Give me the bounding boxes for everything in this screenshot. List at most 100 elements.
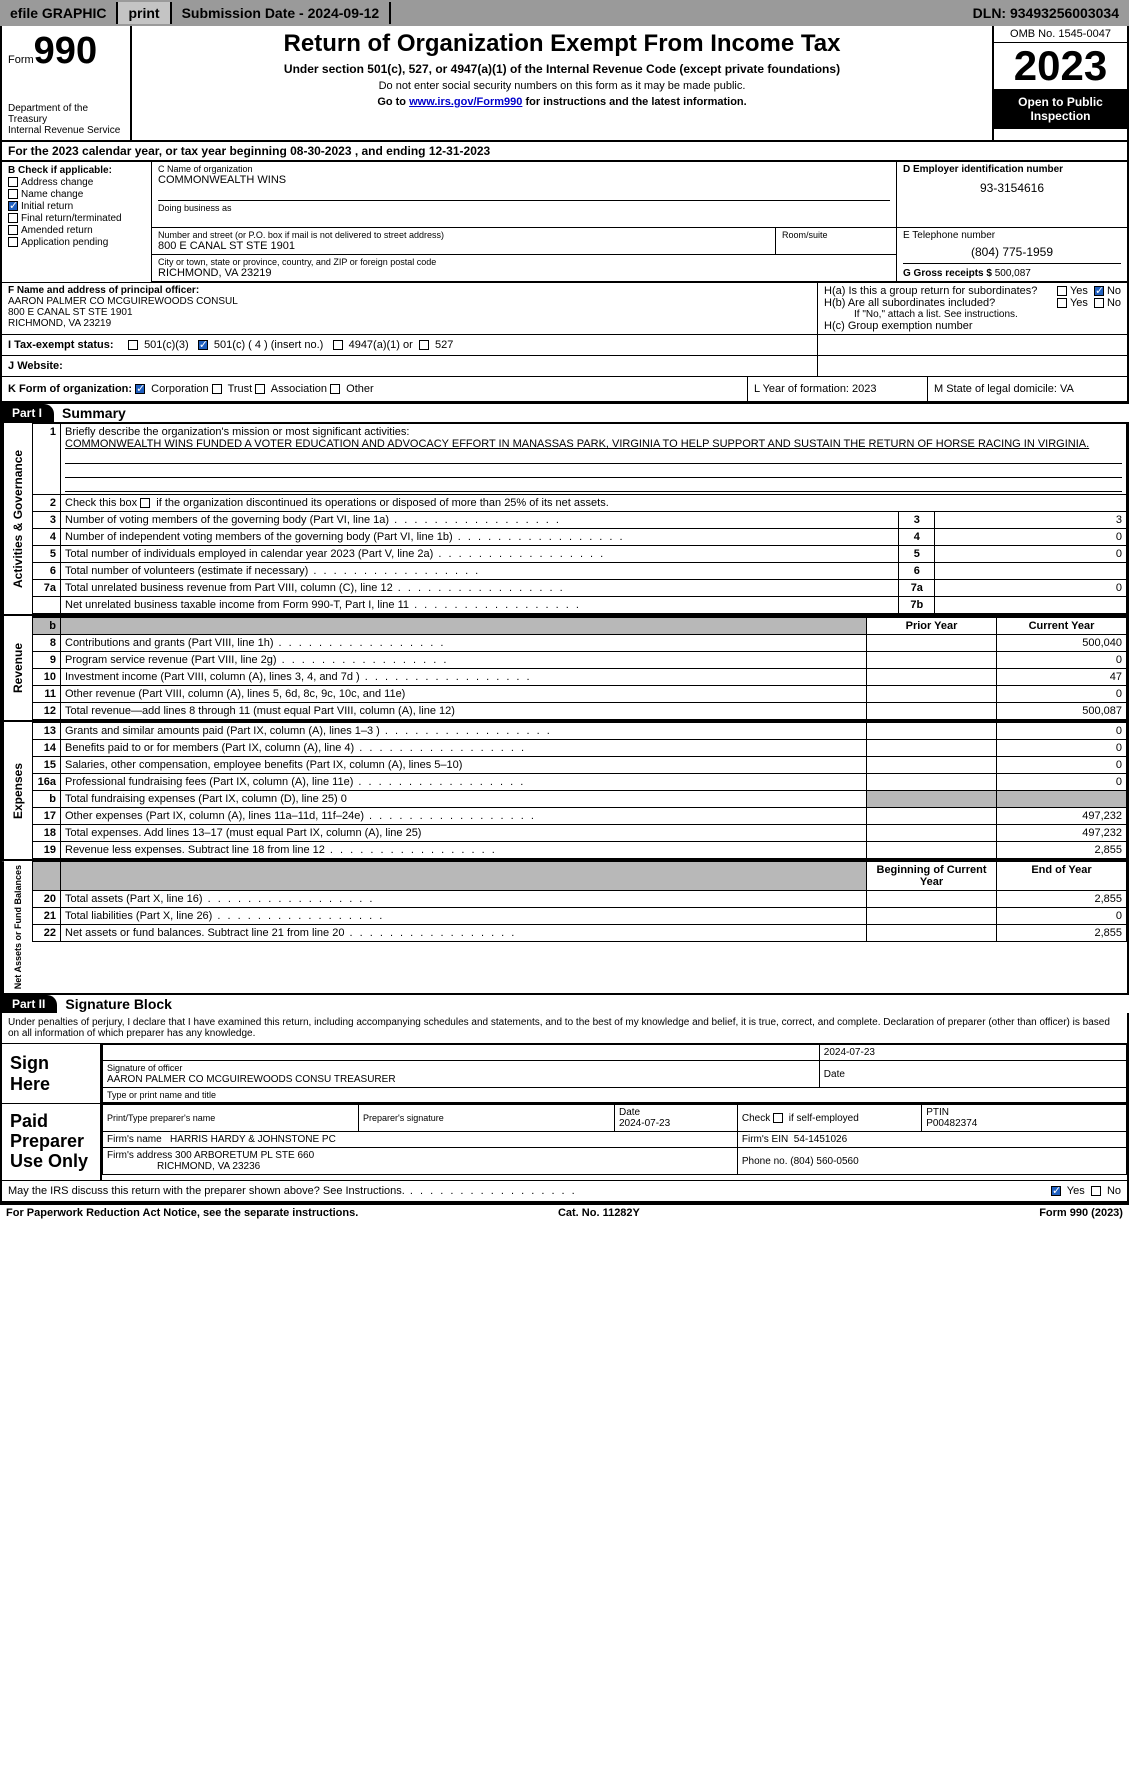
year-formation: L Year of formation: 2023 [747,377,927,401]
print-button[interactable]: print [118,2,171,24]
firm-phone: (804) 560-0560 [790,1156,858,1167]
side-governance: Activities & Governance [2,423,32,614]
line13-val: 0 [997,723,1127,740]
cb-app-pending[interactable]: Application pending [8,237,145,248]
cb-4947[interactable] [333,340,343,350]
ptin-value: P00482374 [926,1118,977,1129]
hc-label: H(c) Group exemption number [824,320,1121,332]
line20-label: Total assets (Part X, line 16) [61,891,867,908]
line17-val: 497,232 [997,808,1127,825]
line11-label: Other revenue (Part VIII, column (A), li… [61,686,867,703]
receipts-value: 500,087 [995,268,1031,279]
footer-form: Form 990 (2023) [1039,1207,1123,1219]
preparer-sig-label: Preparer's signature [363,1113,444,1123]
line16b-label: Total fundraising expenses (Part IX, col… [61,791,867,808]
mission-cell: Briefly describe the organization's miss… [61,424,1127,495]
line5-val: 0 [935,546,1127,563]
website-row: J Website: [0,356,1129,377]
cb-initial-return[interactable]: Initial return [8,201,145,212]
cb-name-change[interactable]: Name change [8,189,145,200]
city-state-zip: RICHMOND, VA 23219 [158,267,890,279]
cb-trust[interactable] [212,384,222,394]
cb-501c3[interactable] [128,340,138,350]
page-footer: For Paperwork Reduction Act Notice, see … [0,1203,1129,1221]
line21-val: 0 [997,908,1127,925]
line22-label: Net assets or fund balances. Subtract li… [61,925,867,942]
line7a-label: Total unrelated business revenue from Pa… [61,580,899,597]
ha-yes[interactable] [1057,286,1067,296]
line11-val: 0 [997,686,1127,703]
line18-label: Total expenses. Add lines 13–17 (must eq… [61,825,867,842]
efile-label: efile GRAPHIC [0,2,118,24]
cb-discontinued[interactable] [140,498,150,508]
firm-addr2: RICHMOND, VA 23236 [157,1161,260,1172]
line9-label: Program service revenue (Part VIII, line… [61,652,867,669]
form-of-org: K Form of organization: Corporation Trus… [2,377,747,401]
subtitle-2: Do not enter social security numbers on … [136,80,988,92]
col-cd: C Name of organization COMMONWEALTH WINS… [152,162,1127,282]
signature-block: Under penalties of perjury, I declare th… [0,1013,1129,1202]
hb-no[interactable] [1094,298,1104,308]
line8-label: Contributions and grants (Part VIII, lin… [61,635,867,652]
section-bc: B Check if applicable: Address change Na… [0,162,1129,282]
sig-date1: 2024-07-23 [819,1045,1126,1061]
klm-row: K Form of organization: Corporation Trus… [0,377,1129,402]
cb-corp[interactable] [135,384,145,394]
sig-date2: 2024-07-23 [619,1118,670,1129]
officer-name: AARON PALMER CO MCGUIREWOODS CONSUL [8,296,238,307]
cb-assoc[interactable] [255,384,265,394]
title-box: Return of Organization Exempt From Incom… [132,26,992,140]
cb-final-return[interactable]: Final return/terminated [8,213,145,224]
discuss-question: May the IRS discuss this return with the… [8,1185,577,1197]
discuss-row: May the IRS discuss this return with the… [2,1180,1127,1201]
sign-here-row: Sign Here 2024-07-23 Signature of office… [2,1043,1127,1103]
address-cell: Number and street (or P.O. box if mail i… [152,228,897,281]
preparer-name-label: Print/Type preparer's name [107,1113,215,1123]
line3-val: 3 [935,512,1127,529]
discuss-no[interactable] [1091,1186,1101,1196]
phone-receipts-cell: E Telephone number (804) 775-1959 G Gros… [897,228,1127,281]
line6-val [935,563,1127,580]
officer-sig: AARON PALMER CO MCGUIREWOODS CONSU TREAS… [107,1074,396,1085]
side-revenue: Revenue [2,616,32,720]
governance-section: Activities & Governance 1 Briefly descri… [0,422,1129,616]
street-address: 800 E CANAL ST STE 1901 [158,240,769,252]
revenue-section: Revenue b Prior Year Current Year 8Contr… [0,616,1129,722]
line14-label: Benefits paid to or for members (Part IX… [61,740,867,757]
org-name: COMMONWEALTH WINS [158,174,890,186]
ein-value: 93-3154616 [903,181,1121,195]
side-netassets: Net Assets or Fund Balances [2,861,32,993]
line14-val: 0 [997,740,1127,757]
inspection-label: Open to Public Inspection [994,89,1127,129]
name-title-label: Type or print name and title [103,1088,1127,1103]
part1-header: Part I Summary [0,402,1129,422]
ha-no[interactable] [1094,286,1104,296]
discuss-yes[interactable] [1051,1186,1061,1196]
hb-yes[interactable] [1057,298,1067,308]
cb-527[interactable] [419,340,429,350]
irs-label: Internal Revenue Service [8,125,124,136]
line19-label: Revenue less expenses. Subtract line 18 … [61,842,867,859]
line9-val: 0 [997,652,1127,669]
officer-box: F Name and address of principal officer:… [2,283,817,334]
mission-text: COMMONWEALTH WINS FUNDED A VOTER EDUCATI… [65,438,1089,450]
line15-label: Salaries, other compensation, employee b… [61,757,867,774]
cb-amended[interactable]: Amended return [8,225,145,236]
domicile: M State of legal domicile: VA [927,377,1127,401]
submission-date: Submission Date - 2024-09-12 [172,2,392,24]
perjury-statement: Under penalties of perjury, I declare th… [2,1013,1127,1043]
omb-number: OMB No. 1545-0047 [994,26,1127,43]
line7b-val [935,597,1127,614]
instructions-link[interactable]: www.irs.gov/Form990 [409,96,522,108]
end-year-hdr: End of Year [997,862,1127,891]
cb-self-employed[interactable] [773,1113,783,1123]
netassets-section: Net Assets or Fund Balances Beginning of… [0,861,1129,995]
paid-preparer-label: Paid Preparer Use Only [2,1104,102,1179]
cb-address-change[interactable]: Address change [8,177,145,188]
row-a-taxyear: For the 2023 calendar year, or tax year … [0,142,1129,162]
prior-year-hdr: Prior Year [867,617,997,635]
checkboxes-b: B Check if applicable: Address change Na… [2,162,152,282]
section-fh: F Name and address of principal officer:… [0,282,1129,335]
cb-other[interactable] [330,384,340,394]
cb-501c[interactable] [198,340,208,350]
